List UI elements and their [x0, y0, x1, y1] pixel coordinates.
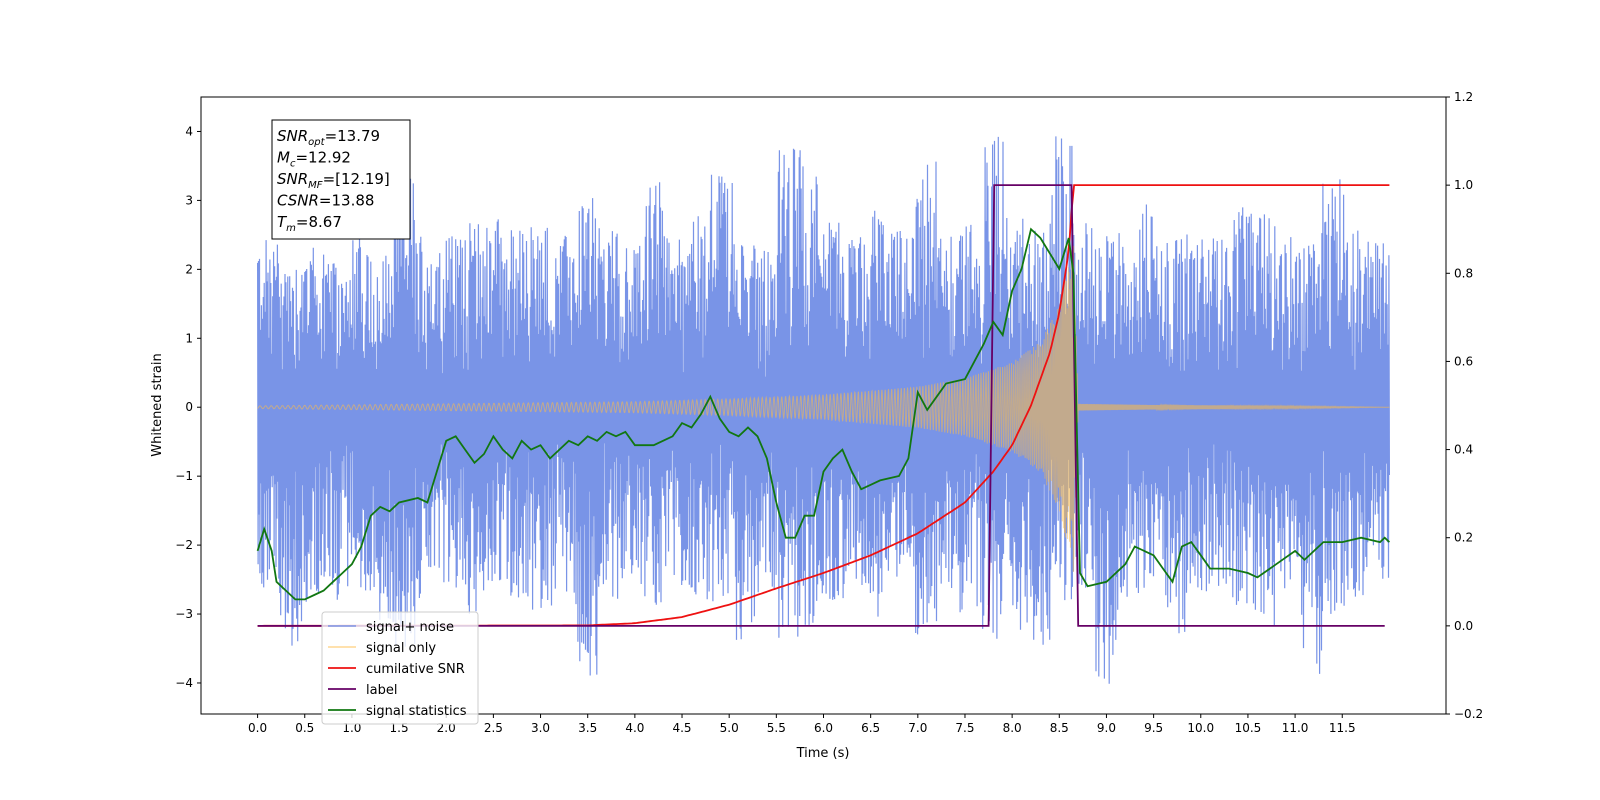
- y2-tick-label: −0.2: [1454, 707, 1483, 721]
- legend-label: signal only: [366, 641, 436, 656]
- legend-item-cumilative-snr: cumilative SNR: [328, 662, 465, 677]
- y2-tick-label: 0.0: [1454, 619, 1473, 633]
- annotation-line: SNRMF=[12.19]: [277, 170, 390, 191]
- x-tick-label: 6.0: [814, 721, 833, 735]
- annotation-line: CSNR=13.88: [277, 192, 374, 210]
- x-tick-label: 9.5: [1144, 721, 1163, 735]
- x-tick-label: 9.0: [1097, 721, 1116, 735]
- legend-item-signal-noise: signal+ noise: [328, 620, 454, 635]
- y2-tick-label: 0.4: [1454, 443, 1473, 457]
- x-tick-label: 0.0: [248, 721, 267, 735]
- x-tick-label: 10.0: [1187, 721, 1214, 735]
- y-tick-label: 0: [185, 400, 193, 414]
- x-tick-label: 5.5: [767, 721, 786, 735]
- legend-label: signal statistics: [366, 704, 467, 719]
- y2-tick-label: 1.0: [1454, 178, 1473, 192]
- y-tick-label: −3: [175, 607, 193, 621]
- series-signal-statistics-line: [256, 227, 1391, 601]
- x-tick-label: 2.5: [484, 721, 503, 735]
- x-axis-label: Time (s): [796, 746, 850, 761]
- x-tick-label: 4.5: [672, 721, 691, 735]
- x-tick-label: 7.0: [908, 721, 927, 735]
- legend-label: cumilative SNR: [366, 662, 465, 677]
- y-tick-label: 4: [185, 124, 193, 138]
- y2-tick-label: 0.8: [1454, 266, 1473, 280]
- legend-item-signal-only: signal only: [328, 641, 436, 656]
- annotation-box: SNRopt=13.79Mc=12.92SNRMF=[12.19]CSNR=13…: [271, 119, 411, 240]
- legend-item-label: label: [328, 683, 397, 698]
- x-tick-label: 5.0: [720, 721, 739, 735]
- x-tick-label: 8.5: [1050, 721, 1069, 735]
- x-tick-label: 10.5: [1235, 721, 1262, 735]
- right-axis: −0.2 0.0 0.2 0.4 0.6 0.8 1.0 1.2: [1446, 90, 1483, 721]
- left-axis: −4 −3 −2 −1 0 1 2 3 4: [175, 124, 201, 690]
- y-tick-label: 3: [185, 193, 193, 207]
- x-tick-label: 3.0: [531, 721, 550, 735]
- y-tick-label: −2: [175, 538, 193, 552]
- y-tick-label: −4: [175, 676, 193, 690]
- legend-label: label: [366, 683, 397, 698]
- x-tick-label: 4.0: [625, 721, 644, 735]
- y2-tick-label: 1.2: [1454, 90, 1473, 104]
- series-signal-only-line: [257, 245, 1390, 572]
- y-axis-label: Whitened strain: [150, 353, 165, 456]
- x-tick-label: 0.5: [295, 721, 314, 735]
- x-tick-label: 6.5: [861, 721, 880, 735]
- annotation-line: SNRopt=13.79: [277, 127, 380, 148]
- annotation-line: Mc=12.92: [277, 149, 351, 170]
- annotation-line: Tm=8.67: [277, 213, 342, 234]
- y2-tick-label: 0.2: [1454, 531, 1473, 545]
- x-tick-label: 8.0: [1003, 721, 1022, 735]
- x-tick-label: 11.5: [1329, 721, 1356, 735]
- y-tick-label: −1: [175, 469, 193, 483]
- y2-tick-label: 0.6: [1454, 354, 1473, 368]
- legend-label: signal+ noise: [366, 620, 454, 635]
- x-tick-label: 11.0: [1282, 721, 1309, 735]
- legend-item-signal-statistics: signal statistics: [328, 704, 467, 719]
- y-tick-label: 2: [185, 262, 193, 276]
- legend: signal+ noise signal only cumilative SNR la…: [321, 611, 479, 725]
- y-tick-label: 1: [185, 331, 193, 345]
- x-tick-label: 7.5: [955, 721, 974, 735]
- x-tick-label: 3.5: [578, 721, 597, 735]
- series-label-line: [257, 184, 1385, 627]
